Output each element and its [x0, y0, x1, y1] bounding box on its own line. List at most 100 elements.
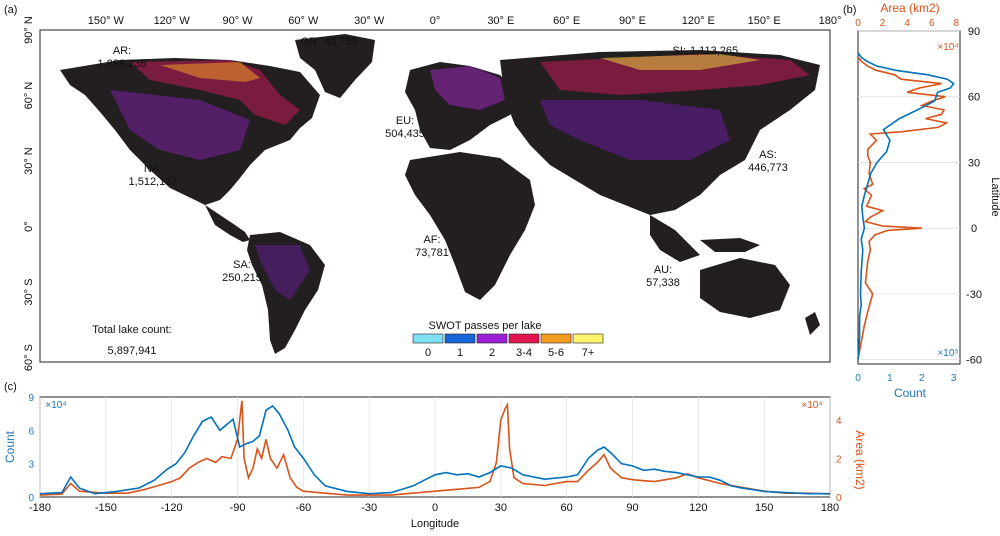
lon-profile-count-tick: 3 — [28, 460, 34, 471]
legend-label: 5-6 — [548, 347, 564, 359]
map-lat-tick: 60° N — [23, 82, 35, 110]
legend-label: 3-4 — [516, 347, 532, 359]
lon-profile-lon-tick: 30 — [495, 502, 507, 514]
legend-label: 2 — [489, 347, 495, 359]
region-gr-count: 40,759 — [324, 36, 358, 48]
panel-label-c: (c) — [4, 381, 17, 393]
region-na-name: NA: — [144, 163, 162, 175]
map-lon-ticks: 150° W 120° W 90° W 60° W 30° W 0° 30° E 60° E 9… — [88, 15, 842, 27]
lon-profile-lon-tick: 150 — [755, 502, 773, 514]
lon-profile-lon-tick: -180 — [29, 502, 51, 514]
lon-profile-lon-tick: -90 — [230, 502, 246, 514]
lon-profile-lon-label: Longitude — [411, 518, 459, 530]
lat-profile-area-ticks: 0 2 4 6 8 — [855, 18, 959, 29]
lat-profile-area-tick: 8 — [954, 18, 960, 29]
panel-label-a: (a) — [4, 4, 17, 16]
map-lon-tick: 30° W — [354, 15, 385, 27]
map-lon-tick: 0° — [430, 15, 441, 27]
map-lon-tick: 30° E — [487, 15, 514, 27]
lat-profile-lat-label: Latitude — [989, 177, 1000, 216]
lat-profile-area-tick: 2 — [880, 18, 886, 29]
region-af-name: AF: — [423, 234, 440, 246]
map-lon-tick: 60° W — [288, 15, 319, 27]
lon-profile-lon-tick: -60 — [295, 502, 311, 514]
lon-profile-panel: -180 -150 -120 -90 -60 -30 0 30 60 90 120 150 180 03… — [3, 393, 867, 530]
region-eu-count: 504,435 — [385, 128, 425, 140]
map-lon-tick: 150° W — [88, 15, 125, 27]
lat-profile-count-ticks: 0 1 2 3 — [855, 373, 957, 384]
lat-profile-area-tick: 4 — [904, 18, 910, 29]
legend-swatch — [412, 333, 444, 344]
legend-title: SWOT passes per lake — [429, 320, 542, 332]
lon-profile-lon-tick: -120 — [161, 502, 183, 514]
lon-profile-count-tick: 9 — [28, 393, 34, 404]
lat-profile-area-label: Area (km2) — [880, 1, 939, 15]
legend-swatch — [508, 333, 540, 344]
lat-profile-lat-tick: -60 — [966, 355, 982, 367]
lon-profile-lon-tick: 180 — [821, 502, 839, 514]
lon-profile-area-label: Area (km2) — [853, 430, 867, 489]
region-as-count: 446,773 — [748, 162, 788, 174]
lon-profile-lon-tick: 90 — [626, 502, 638, 514]
legend-swatch — [476, 333, 508, 344]
map-lat-tick: 30° S — [23, 279, 35, 306]
map-land — [60, 34, 820, 354]
region-sa-count: 250,215 — [222, 272, 262, 284]
map-lon-tick: 120° E — [682, 15, 715, 27]
lon-profile-lon-tick: 0 — [432, 502, 438, 514]
map-lat-ticks: 90° N 60° N 30° N 0° 30° S 60° S — [23, 16, 35, 371]
lat-profile-area-tick: 0 — [855, 18, 861, 29]
map-lon-tick: 90° E — [619, 15, 646, 27]
lat-profile-count-line — [857, 52, 955, 360]
lat-profile-lat-tick: 60 — [968, 92, 980, 104]
lon-profile-lon-tick: 60 — [561, 502, 573, 514]
lat-profile-lat-tick: 0 — [971, 223, 977, 235]
lon-profile-count-multiplier: ×10⁴ — [45, 400, 66, 411]
region-gr-name: GR: — [300, 36, 320, 48]
region-eu-name: EU: — [396, 115, 414, 127]
lon-profile-count-ticks: 0 3 6 9 — [28, 393, 34, 504]
lat-profile-count-tick: 0 — [855, 373, 861, 384]
region-ar-name: AR: — [113, 45, 131, 57]
lon-profile-lon-tick: 120 — [689, 502, 707, 514]
region-si-count: 1,113,265 — [690, 45, 738, 57]
legend-label: 1 — [457, 347, 463, 359]
lat-profile-count-multiplier: ×10⁵ — [937, 348, 958, 359]
lat-profile-area-tick: 6 — [929, 18, 935, 29]
lat-profile-count-tick: 3 — [951, 373, 957, 384]
region-na-count: 1,512,137 — [129, 176, 178, 188]
lon-profile-lon-tick: -30 — [361, 502, 377, 514]
region-au-name: AU: — [654, 264, 672, 276]
lat-profile-count-tick: 1 — [887, 373, 893, 384]
lon-profile-lon-tick: -150 — [95, 502, 117, 514]
map-lon-tick: 180° — [819, 15, 842, 27]
lon-profile-area-ticks: 0 2 4 — [836, 416, 842, 504]
legend-swatch — [444, 333, 476, 344]
legend-swatch — [540, 333, 572, 344]
legend-label: 7+ — [582, 347, 595, 359]
lat-profile-area-multiplier: ×10⁴ — [937, 42, 958, 53]
region-sa-name: SA: — [233, 259, 251, 271]
total-lake-value: 5,897,941 — [108, 345, 157, 357]
map-lon-tick: 90° W — [222, 15, 253, 27]
total-lake-label: Total lake count: — [92, 324, 172, 336]
legend: 0 1 2 3-4 5-6 7+ — [412, 333, 604, 359]
lat-profile-count-label: Count — [894, 386, 927, 400]
map-panel: 150° W 120° W 90° W 60° W 30° W 0° 30° E 60° E 9… — [23, 15, 841, 371]
lat-profile-lat-tick: 30 — [968, 157, 980, 169]
lat-profile-frame — [857, 30, 961, 365]
map-lon-tick: 60° E — [553, 15, 580, 27]
region-au-count: 57,338 — [646, 277, 680, 289]
lon-profile-grid — [39, 397, 831, 497]
map-lat-tick: 90° N — [23, 16, 35, 44]
map-lat-tick: 0° — [23, 221, 35, 232]
legend-label: 0 — [425, 347, 431, 359]
lon-profile-area-line — [39, 400, 831, 496]
lon-profile-area-tick: 2 — [836, 455, 842, 466]
lat-profile-count-tick: 2 — [919, 373, 925, 384]
lon-profile-area-tick: 0 — [836, 493, 842, 504]
lat-profile-panel: 0 2 4 6 8 0 1 2 3 90 60 30 0 -30 -60 Area (km2) ×10⁴… — [855, 1, 1000, 400]
lat-profile-lat-ticks: 90 60 30 0 -30 -60 — [966, 26, 982, 367]
region-af-count: 73,781 — [415, 247, 449, 259]
